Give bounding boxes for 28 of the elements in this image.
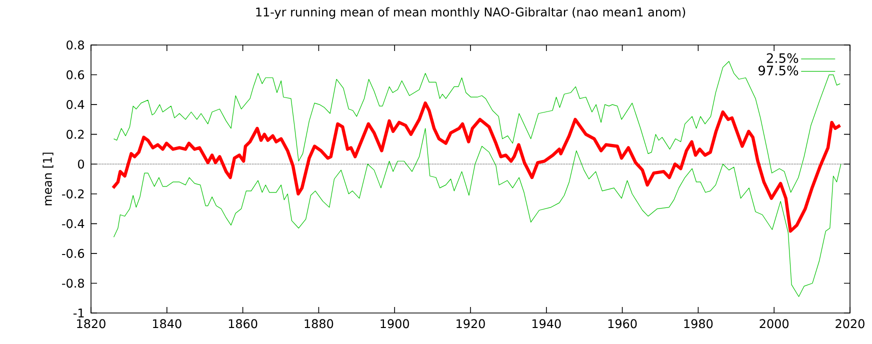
y-tick-label: -0.2 bbox=[62, 189, 84, 198]
x-tick-label: 1980 bbox=[684, 319, 713, 328]
legend-label: 97.5% bbox=[758, 66, 798, 76]
x-tick-label: 1960 bbox=[608, 319, 637, 328]
x-tick-label: 1880 bbox=[304, 319, 334, 328]
x-tick-label: 1920 bbox=[456, 319, 485, 328]
line-series bbox=[113, 128, 842, 297]
y-tick-label: 0.8 bbox=[66, 40, 84, 50]
line-series bbox=[113, 61, 840, 193]
x-tick-label: 2020 bbox=[836, 319, 864, 328]
y-tick-label: 0.6 bbox=[66, 70, 84, 80]
y-tick-label: 0 bbox=[78, 160, 84, 169]
x-tick-label: 1820 bbox=[77, 319, 106, 328]
legend-label: 2.5% bbox=[766, 53, 798, 64]
x-tick-label: 1860 bbox=[228, 319, 258, 328]
y-axis-title: mean [1] bbox=[42, 152, 54, 206]
y-tick-label: -0.4 bbox=[62, 219, 84, 228]
x-tick-label: 1840 bbox=[153, 319, 182, 328]
line-series bbox=[111, 101, 842, 233]
x-tick-label: 1900 bbox=[380, 319, 410, 328]
y-tick-label: 0.2 bbox=[66, 130, 84, 139]
y-tick-label: -0.8 bbox=[62, 278, 84, 288]
x-tick-label: 2000 bbox=[760, 319, 789, 328]
chart-title: 11-yr running mean of mean monthly NAO-Gibraltar (nao mean1 anom) bbox=[256, 7, 686, 19]
y-tick-label: 0.4 bbox=[66, 100, 84, 110]
y-tick-label: -1 bbox=[73, 308, 84, 318]
x-tick-label: 1940 bbox=[532, 319, 561, 328]
y-tick-label: -0.6 bbox=[62, 248, 84, 258]
